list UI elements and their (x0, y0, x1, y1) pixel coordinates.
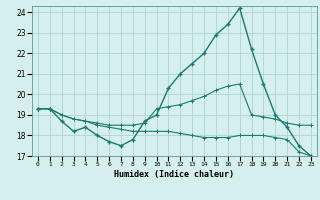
X-axis label: Humidex (Indice chaleur): Humidex (Indice chaleur) (115, 170, 234, 179)
